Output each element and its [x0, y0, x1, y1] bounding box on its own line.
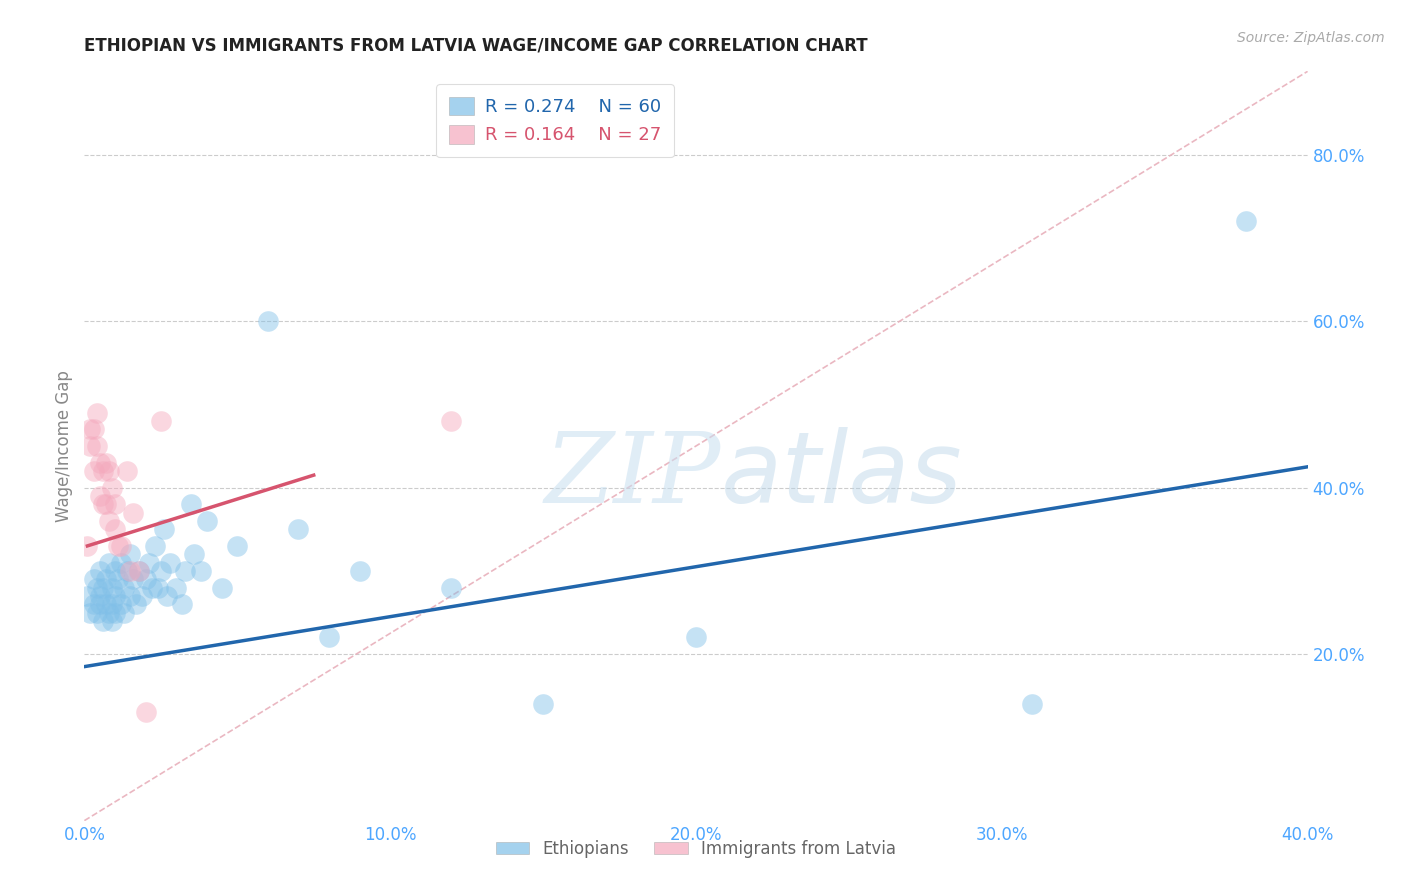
Point — [122, 572, 145, 586]
Point — [86, 606, 108, 620]
Point — [101, 597, 124, 611]
Point — [141, 581, 163, 595]
Point — [128, 564, 150, 578]
Point — [112, 606, 135, 620]
Point — [135, 572, 157, 586]
Point — [318, 631, 340, 645]
Point — [110, 597, 132, 611]
Point — [135, 706, 157, 720]
Point — [1021, 697, 1043, 711]
Point — [180, 497, 202, 511]
Point — [91, 614, 114, 628]
Point — [91, 581, 114, 595]
Point — [531, 697, 554, 711]
Text: ZIP: ZIP — [544, 428, 720, 524]
Point — [190, 564, 212, 578]
Point — [104, 522, 127, 536]
Point — [94, 456, 117, 470]
Point — [97, 514, 120, 528]
Point — [89, 589, 111, 603]
Point — [115, 564, 138, 578]
Point — [440, 414, 463, 428]
Point — [287, 522, 309, 536]
Point — [97, 556, 120, 570]
Y-axis label: Wage/Income Gap: Wage/Income Gap — [55, 370, 73, 522]
Point — [1236, 214, 1258, 228]
Point — [110, 556, 132, 570]
Legend: Ethiopians, Immigrants from Latvia: Ethiopians, Immigrants from Latvia — [489, 833, 903, 864]
Point — [110, 539, 132, 553]
Point — [125, 597, 148, 611]
Point — [89, 564, 111, 578]
Text: atlas: atlas — [720, 427, 962, 524]
Point — [120, 547, 142, 561]
Point — [195, 514, 218, 528]
Point — [89, 597, 111, 611]
Point — [440, 581, 463, 595]
Point — [226, 539, 249, 553]
Point — [86, 406, 108, 420]
Point — [89, 489, 111, 503]
Point — [76, 589, 98, 603]
Point — [128, 564, 150, 578]
Point — [120, 589, 142, 603]
Point — [83, 597, 105, 611]
Point — [149, 414, 172, 428]
Point — [86, 581, 108, 595]
Point — [153, 522, 176, 536]
Point — [94, 597, 117, 611]
Text: Source: ZipAtlas.com: Source: ZipAtlas.com — [1237, 31, 1385, 45]
Point — [685, 631, 707, 645]
Point — [89, 456, 111, 470]
Point — [101, 614, 124, 628]
Point — [79, 606, 101, 620]
Point — [91, 497, 114, 511]
Point — [104, 564, 127, 578]
Point — [120, 564, 142, 578]
Point — [159, 556, 181, 570]
Point — [86, 439, 108, 453]
Point — [83, 572, 105, 586]
Point — [143, 539, 166, 553]
Point — [115, 464, 138, 478]
Point — [183, 547, 205, 561]
Point — [91, 464, 114, 478]
Point — [146, 581, 169, 595]
Text: ETHIOPIAN VS IMMIGRANTS FROM LATVIA WAGE/INCOME GAP CORRELATION CHART: ETHIOPIAN VS IMMIGRANTS FROM LATVIA WAGE… — [84, 37, 868, 54]
Point — [104, 606, 127, 620]
Point — [112, 581, 135, 595]
Point — [97, 464, 120, 478]
Point — [131, 589, 153, 603]
Point — [94, 572, 117, 586]
Point — [76, 539, 98, 553]
Point — [138, 556, 160, 570]
Point — [122, 506, 145, 520]
Point — [211, 581, 233, 595]
Point — [149, 564, 172, 578]
Point — [165, 581, 187, 595]
Point — [104, 589, 127, 603]
Point — [257, 314, 280, 328]
Point — [107, 539, 129, 553]
Point — [97, 606, 120, 620]
Point — [107, 572, 129, 586]
Point — [101, 581, 124, 595]
Point — [83, 464, 105, 478]
Point — [94, 497, 117, 511]
Point — [101, 481, 124, 495]
Point — [79, 439, 101, 453]
Point — [104, 497, 127, 511]
Point — [174, 564, 197, 578]
Point — [349, 564, 371, 578]
Point — [83, 422, 105, 436]
Point — [79, 422, 101, 436]
Point — [172, 597, 194, 611]
Point — [156, 589, 179, 603]
